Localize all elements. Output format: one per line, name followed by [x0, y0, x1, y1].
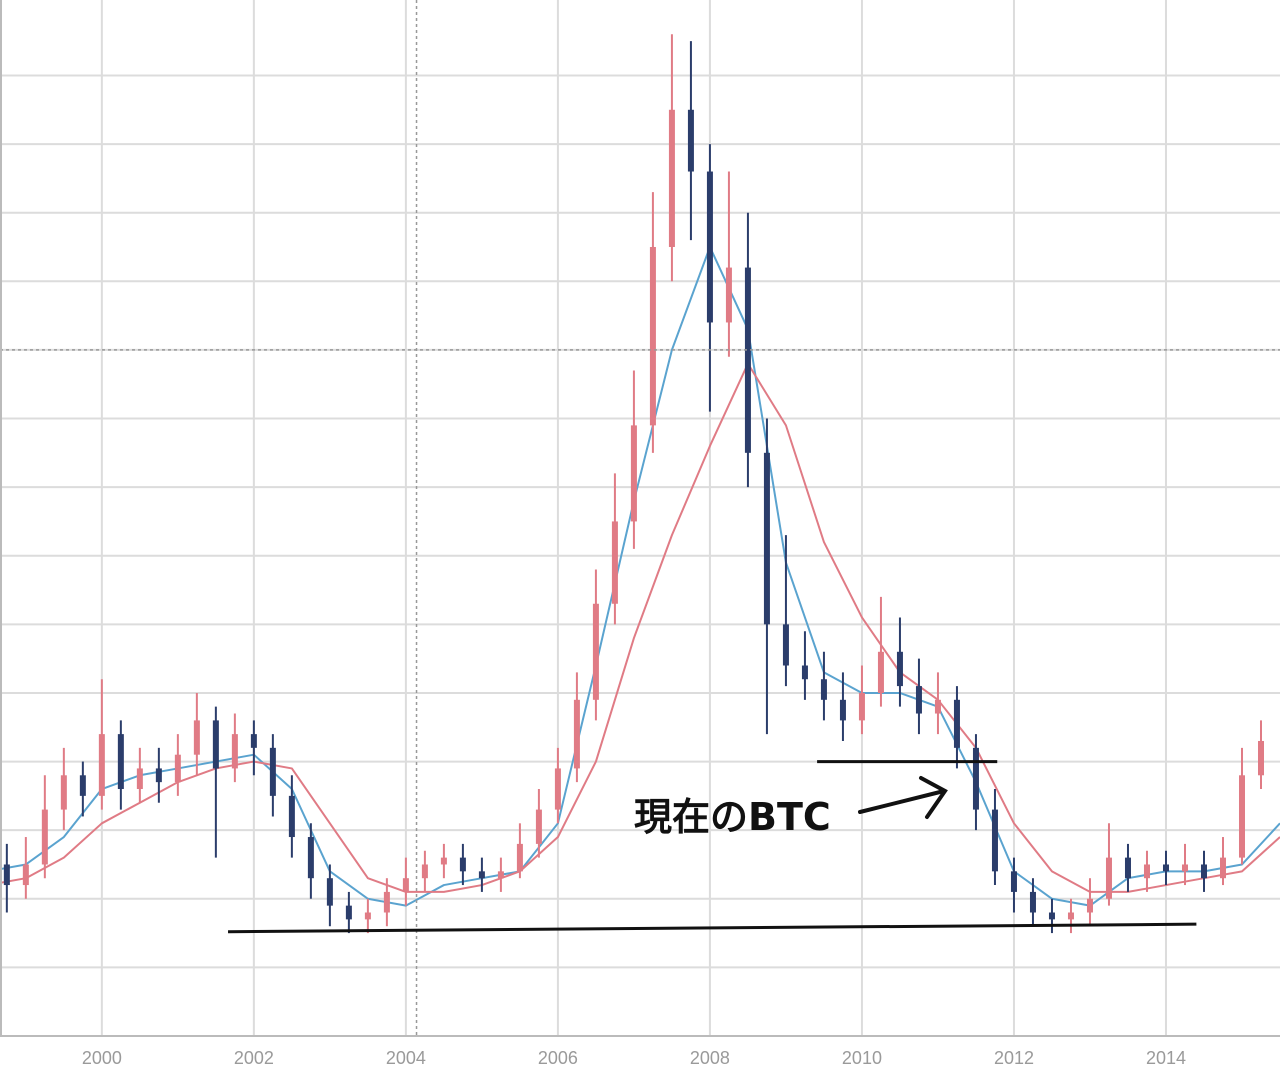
candle-body — [1200, 864, 1207, 879]
candle-body — [1067, 912, 1074, 920]
candle-body — [1143, 864, 1150, 879]
grid — [0, 0, 1280, 1036]
candle-body — [288, 795, 295, 838]
candle-body — [1086, 898, 1093, 913]
candle-body — [782, 624, 789, 666]
candle-body — [1162, 864, 1169, 872]
candle-body — [839, 699, 846, 721]
candle-body — [877, 651, 884, 693]
candle-body — [193, 720, 200, 755]
candle-body — [801, 665, 808, 680]
x-tick-label: 2010 — [842, 1048, 882, 1068]
candle-body — [668, 109, 675, 247]
candle-body — [820, 679, 827, 700]
candle-body — [402, 878, 409, 892]
candle-body — [915, 686, 922, 714]
candle-body — [364, 912, 371, 920]
candle-body — [649, 246, 656, 426]
candle-body — [174, 754, 181, 783]
candle-body — [440, 857, 447, 865]
candle-body — [858, 692, 865, 721]
candle-body — [136, 768, 143, 790]
candle-body — [307, 837, 314, 879]
candle-body — [478, 871, 485, 879]
candle-body — [1219, 857, 1226, 879]
candle-body — [554, 768, 561, 810]
annotation: 現在のBTC — [634, 795, 831, 839]
candle-body — [22, 864, 29, 886]
annotations — [0, 0, 1280, 1036]
candle-body — [1048, 912, 1055, 920]
candle-body — [934, 699, 941, 714]
candle-body — [212, 720, 219, 769]
candle-body — [687, 109, 694, 172]
candle-body — [1181, 864, 1188, 872]
candle-body — [326, 878, 333, 906]
support-line — [228, 922, 1197, 934]
x-tick-label: 2014 — [1146, 1048, 1186, 1068]
candle-body — [459, 857, 466, 872]
candle-body — [383, 891, 390, 913]
candle-body — [611, 521, 618, 604]
candle-body — [269, 747, 276, 796]
arrow — [858, 776, 948, 819]
candle-body — [516, 843, 523, 872]
x-tick-label: 2012 — [994, 1048, 1034, 1068]
candle-body — [117, 734, 124, 790]
candle-body — [953, 699, 960, 748]
candle-body — [345, 905, 352, 920]
x-tick-label: 2004 — [386, 1048, 426, 1068]
candle-body — [972, 747, 979, 810]
moving-average-line — [0, 362, 1280, 893]
candle-body — [744, 267, 751, 453]
candle-body — [573, 699, 580, 769]
candle-body — [706, 171, 713, 323]
candle-body — [79, 775, 86, 796]
candle-body — [3, 864, 10, 886]
candle-body — [421, 864, 428, 879]
candle-body — [535, 809, 542, 844]
candle-body — [231, 734, 238, 769]
candle-body — [98, 734, 105, 796]
candle-body — [497, 871, 504, 879]
candle-body — [41, 809, 48, 865]
candle-body — [630, 425, 637, 522]
candles — [3, 34, 1264, 934]
candle-body — [1238, 775, 1245, 858]
candle-body — [1010, 871, 1017, 892]
candle-body — [725, 267, 732, 323]
x-tick-label: 2002 — [234, 1048, 274, 1068]
candle-body — [592, 603, 599, 700]
candle-body — [1257, 740, 1264, 776]
candle-body — [1124, 857, 1131, 879]
candle-body — [1105, 857, 1112, 899]
candle-body — [1029, 891, 1036, 913]
candle-body — [763, 452, 770, 625]
candle-body — [60, 775, 67, 810]
candle-body — [250, 734, 257, 748]
candle-body — [991, 809, 998, 872]
x-tick-label: 2006 — [538, 1048, 578, 1068]
x-tick-label: 2008 — [690, 1048, 730, 1068]
candle-body — [155, 768, 162, 783]
x-tick-label: 2000 — [82, 1048, 122, 1068]
candle-body — [896, 651, 903, 687]
